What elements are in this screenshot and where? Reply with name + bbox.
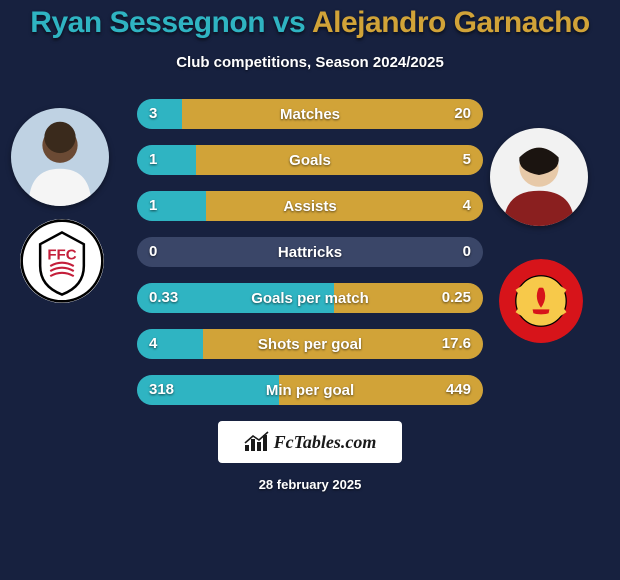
stat-fill-left	[137, 145, 196, 175]
stat-label: Matches	[280, 106, 340, 123]
stat-label: Min per goal	[266, 382, 354, 399]
stat-row: 318 449 Min per goal	[137, 375, 483, 405]
right-player-avatar	[490, 128, 588, 226]
stat-label: Shots per goal	[258, 336, 362, 353]
stat-value-right: 4	[463, 191, 471, 221]
title-vs: vs	[273, 6, 305, 39]
stat-row: 0.33 0.25 Goals per match	[137, 283, 483, 313]
stat-value-right: 0	[463, 237, 471, 267]
stat-value-right: 5	[463, 145, 471, 175]
stat-row: 4 17.6 Shots per goal	[137, 329, 483, 359]
stats-table: 3 20 Matches 1 5 Goals 1 4 Assists 0 0 Hattricks 0.3…	[137, 99, 483, 405]
stat-row: 1 5 Goals	[137, 145, 483, 175]
stat-row: 0 0 Hattricks	[137, 237, 483, 267]
stat-fill-left	[137, 329, 203, 359]
right-club-crest	[499, 259, 583, 343]
club-crest-icon: FFC	[20, 219, 104, 303]
stat-fill-right	[196, 145, 483, 175]
stat-value-left: 0.33	[149, 283, 178, 313]
stat-value-left: 4	[149, 329, 157, 359]
stat-label: Goals per match	[251, 290, 369, 307]
stat-value-left: 318	[149, 375, 174, 405]
svg-text:FFC: FFC	[47, 246, 76, 263]
club-crest-icon	[499, 259, 583, 343]
stat-value-left: 3	[149, 99, 157, 129]
avatar-placeholder-icon	[490, 128, 588, 226]
stat-value-right: 0.25	[442, 283, 471, 313]
left-player-avatar	[11, 108, 109, 206]
title-right-player: Alejandro Garnacho	[312, 6, 590, 39]
stat-fill-right	[206, 191, 483, 221]
subtitle: Club competitions, Season 2024/2025	[0, 54, 620, 71]
stat-label: Hattricks	[278, 244, 342, 261]
stat-row: 1 4 Assists	[137, 191, 483, 221]
stat-value-left: 0	[149, 237, 157, 267]
stat-label: Assists	[283, 198, 336, 215]
title-left-player: Ryan Sessegnon	[30, 6, 265, 39]
stat-fill-left	[137, 191, 206, 221]
stat-value-left: 1	[149, 191, 157, 221]
left-club-crest: FFC	[20, 219, 104, 303]
stat-value-left: 1	[149, 145, 157, 175]
page-title: Ryan Sessegnon vs Alejandro Garnacho	[0, 6, 620, 40]
stat-value-right: 20	[454, 99, 471, 129]
stat-value-right: 449	[446, 375, 471, 405]
stat-label: Goals	[289, 152, 331, 169]
footer-date: 28 february 2025	[0, 477, 620, 492]
bars-icon	[244, 431, 270, 453]
avatar-placeholder-icon	[11, 108, 109, 206]
stat-fill-left	[137, 99, 182, 129]
comparison-card: Ryan Sessegnon vs Alejandro Garnacho Clu…	[0, 0, 620, 580]
footer-site-name: FcTables.com	[274, 432, 377, 453]
stat-value-right: 17.6	[442, 329, 471, 359]
stat-row: 3 20 Matches	[137, 99, 483, 129]
footer-logo[interactable]: FcTables.com	[218, 421, 402, 463]
